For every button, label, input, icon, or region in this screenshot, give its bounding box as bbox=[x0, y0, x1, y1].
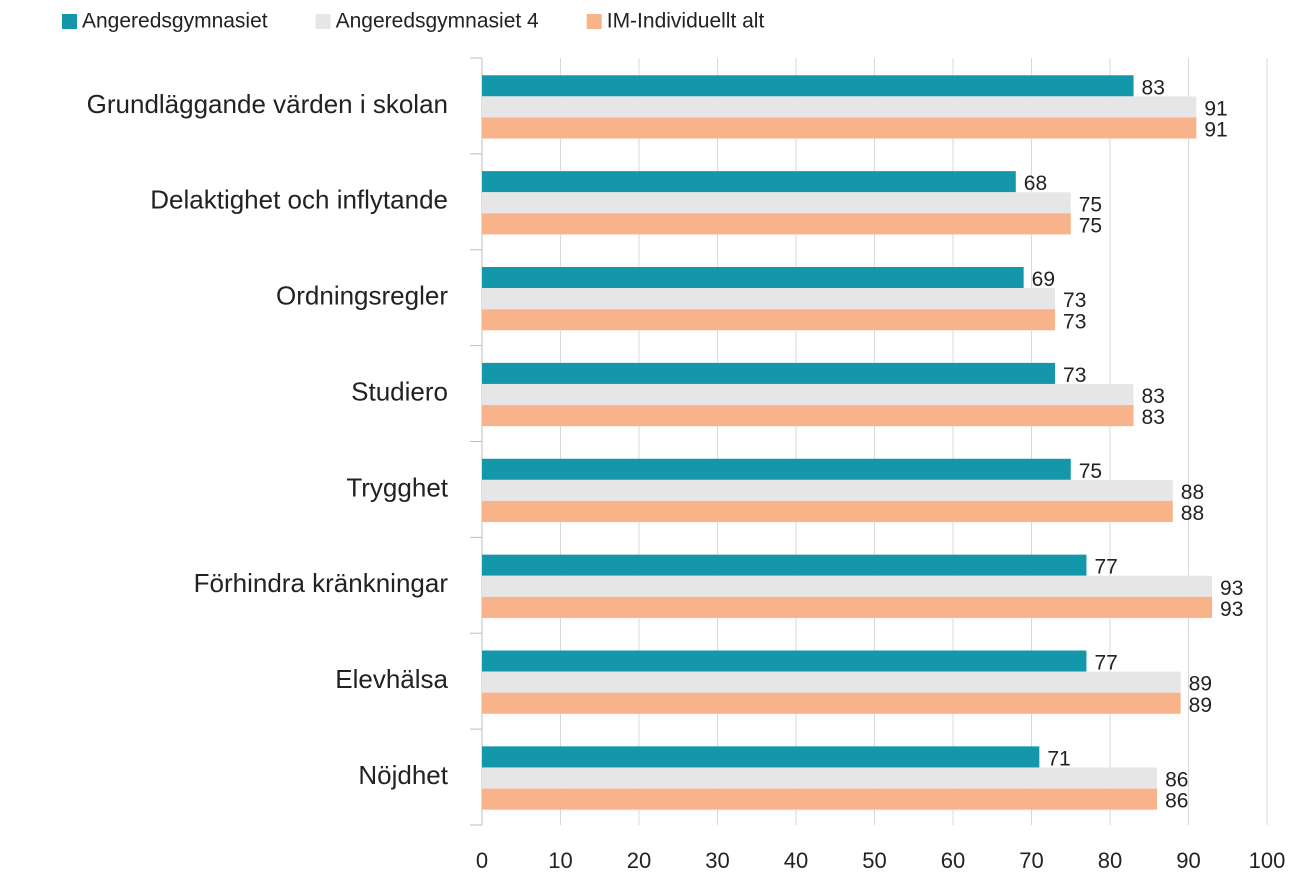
category-label: Nöjdhet bbox=[358, 760, 448, 790]
data-label: 73 bbox=[1063, 310, 1086, 333]
data-label: 91 bbox=[1204, 119, 1227, 142]
legend-label: Angeredsgymnasiet 4 bbox=[336, 10, 539, 33]
x-tick-label: 70 bbox=[1019, 848, 1043, 873]
x-tick-label: 90 bbox=[1176, 848, 1200, 873]
data-label: 75 bbox=[1079, 214, 1102, 237]
bar bbox=[482, 767, 1158, 789]
x-tick-label: 10 bbox=[548, 848, 572, 873]
bar bbox=[482, 500, 1173, 523]
data-label: 75 bbox=[1079, 193, 1102, 216]
data-label: 83 bbox=[1142, 385, 1165, 408]
data-label: 89 bbox=[1189, 694, 1212, 717]
bar bbox=[482, 650, 1087, 672]
bar bbox=[482, 117, 1197, 139]
data-label: 77 bbox=[1094, 652, 1117, 675]
data-label: 73 bbox=[1063, 364, 1086, 387]
category-label: Studiero bbox=[351, 376, 448, 406]
data-label: 75 bbox=[1079, 460, 1102, 483]
data-label: 93 bbox=[1220, 598, 1243, 621]
x-tick-label: 100 bbox=[1249, 848, 1286, 873]
bar bbox=[482, 692, 1181, 714]
data-label: 91 bbox=[1204, 97, 1227, 120]
x-tick-label: 40 bbox=[784, 848, 808, 873]
x-tick-label: 50 bbox=[862, 848, 886, 873]
bar bbox=[482, 479, 1173, 501]
data-label: 68 bbox=[1024, 172, 1047, 195]
x-tick-label: 80 bbox=[1098, 848, 1122, 873]
category-label: Ordningsregler bbox=[276, 281, 448, 311]
data-label: 86 bbox=[1165, 769, 1188, 792]
x-tick-label: 60 bbox=[941, 848, 965, 873]
data-label: 88 bbox=[1181, 502, 1204, 525]
bar bbox=[482, 96, 1197, 118]
bar bbox=[482, 575, 1213, 597]
legend-label: IM-Individuellt alt bbox=[607, 10, 765, 33]
bar bbox=[482, 671, 1181, 693]
bar bbox=[482, 309, 1056, 331]
bar bbox=[482, 362, 1056, 384]
bar bbox=[482, 383, 1134, 406]
legend-swatch bbox=[586, 14, 602, 29]
data-label: 83 bbox=[1142, 76, 1165, 99]
bar bbox=[482, 788, 1158, 810]
bar bbox=[482, 596, 1213, 618]
category-label: Trygghet bbox=[346, 472, 448, 502]
legend-swatch bbox=[62, 14, 77, 29]
data-label: 71 bbox=[1047, 747, 1070, 770]
bar bbox=[482, 192, 1071, 214]
category-label: Grundläggande värden i skolan bbox=[87, 89, 448, 119]
x-tick-label: 30 bbox=[705, 848, 729, 873]
data-label: 86 bbox=[1165, 790, 1188, 813]
bar bbox=[482, 267, 1024, 289]
x-tick-label: 0 bbox=[476, 848, 488, 873]
bar bbox=[482, 554, 1087, 576]
data-label: 69 bbox=[1032, 268, 1055, 291]
bar bbox=[482, 171, 1016, 193]
category-label: Förhindra kränkningar bbox=[194, 568, 449, 598]
category-label: Delaktighet och inflytande bbox=[150, 185, 448, 215]
data-label: 88 bbox=[1181, 481, 1204, 504]
data-label: 73 bbox=[1063, 289, 1086, 312]
legend-swatch bbox=[315, 14, 331, 29]
x-tick-label: 20 bbox=[627, 848, 651, 873]
legend-label: Angeredsgymnasiet bbox=[82, 10, 268, 33]
category-label: Elevhälsa bbox=[335, 664, 448, 694]
bar bbox=[482, 75, 1134, 97]
bar bbox=[482, 213, 1071, 235]
data-label: 89 bbox=[1189, 673, 1212, 696]
bar bbox=[482, 288, 1056, 310]
data-label: 77 bbox=[1094, 556, 1117, 579]
bar bbox=[482, 405, 1134, 427]
bar bbox=[482, 746, 1040, 768]
bar bbox=[482, 458, 1071, 480]
data-label: 93 bbox=[1220, 577, 1243, 600]
data-label: 83 bbox=[1142, 406, 1165, 429]
